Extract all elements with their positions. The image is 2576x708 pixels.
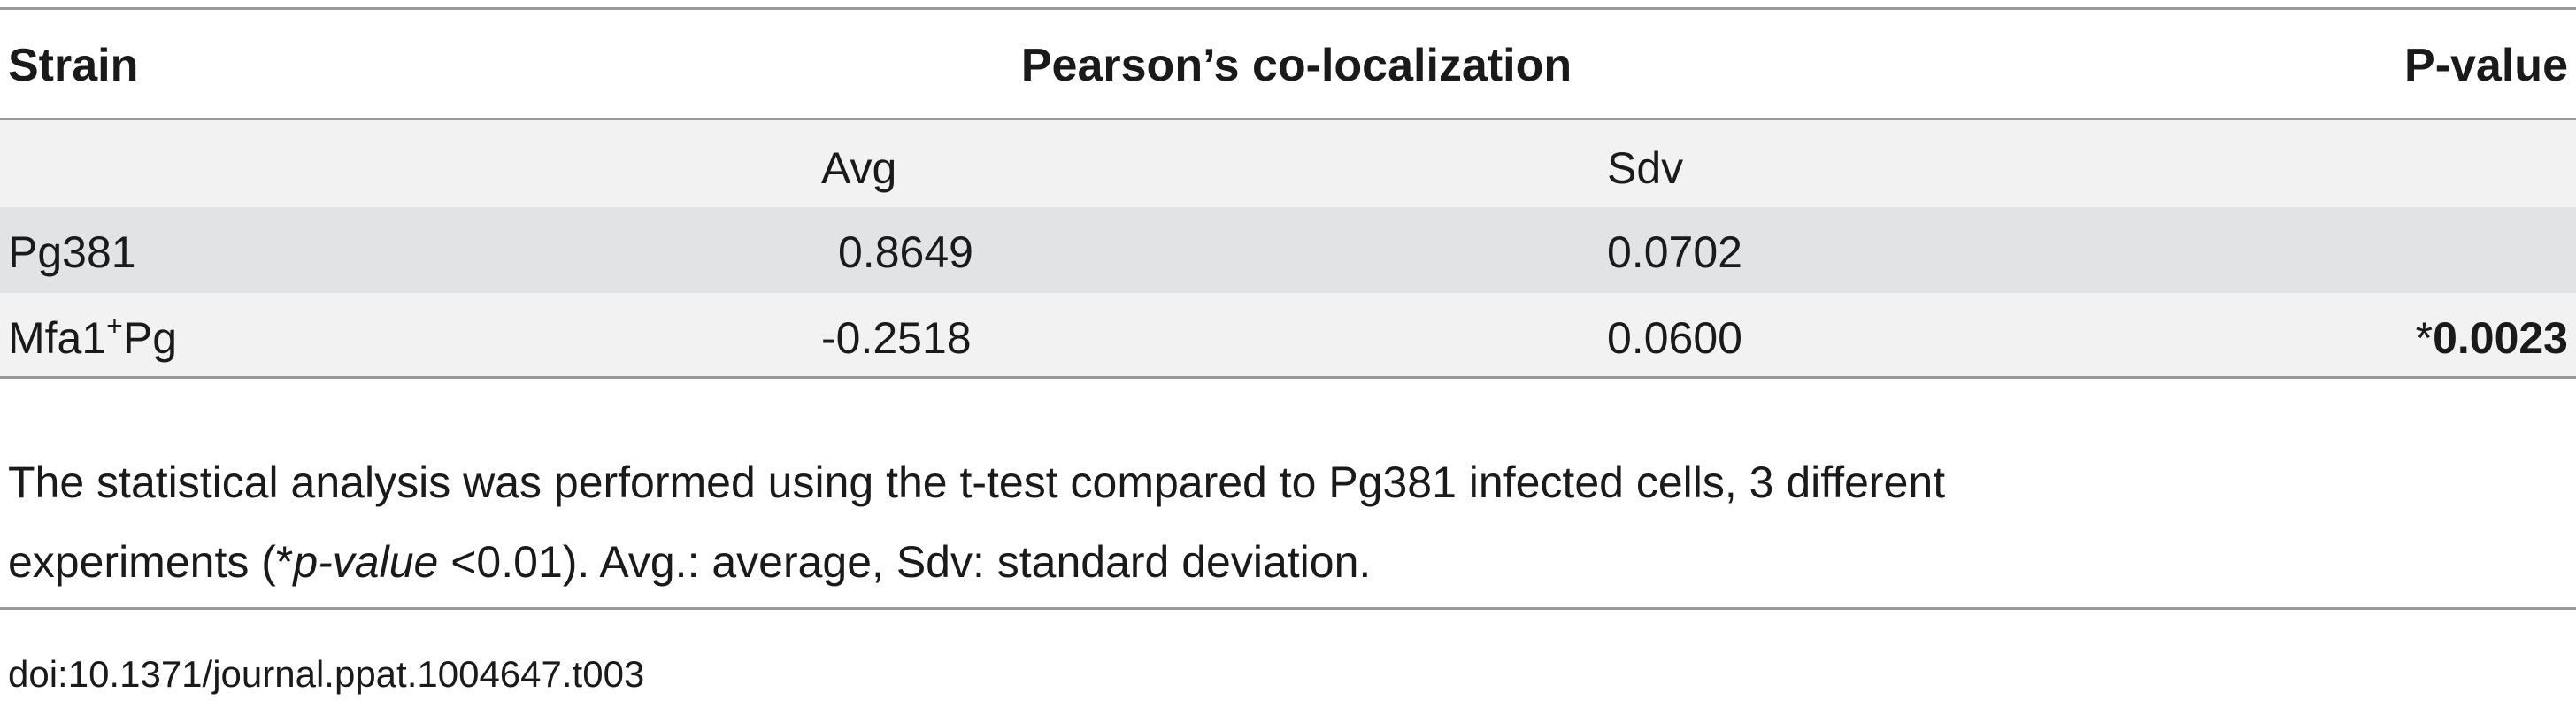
footnote-italic: p-value — [293, 537, 439, 587]
footnote-text: experiments (* — [8, 537, 294, 587]
doi: doi:10.1371/journal.ppat.1004647.t003 — [8, 653, 645, 695]
strain-text: Pg — [122, 313, 178, 363]
header-pvalue: P-value — [2404, 40, 2568, 91]
asterisk: * — [2415, 313, 2434, 363]
doi-rule — [0, 607, 2576, 610]
row-band — [0, 293, 2576, 377]
header-rule — [0, 118, 2576, 120]
superscript: + — [106, 310, 123, 342]
strain-text: Pg381 — [8, 227, 136, 277]
pvalue-cell: *0.0023 — [2416, 312, 2568, 365]
strain-cell: Mfa1+Pg — [8, 312, 177, 365]
subheader-row — [0, 120, 2576, 207]
footnote-text: The statistical analysis was performed u… — [8, 458, 1946, 507]
footnote: The statistical analysis was performed u… — [8, 442, 1945, 602]
header-strain: Strain — [8, 40, 139, 91]
header-pearson: Pearson’s co-localization — [1020, 40, 1573, 91]
avg-cell: -0.2518 — [821, 313, 972, 363]
subheader-avg: Avg — [821, 143, 897, 193]
row-band — [0, 207, 2576, 293]
footnote-text: <0.01). Avg.: average, Sdv: standard dev… — [438, 537, 1372, 587]
bottom-rule — [0, 376, 2576, 379]
pvalue-number: 0.0023 — [2433, 313, 2568, 363]
avg-cell: 0.8649 — [838, 227, 973, 277]
sdv-cell: 0.0600 — [1607, 313, 1742, 363]
top-rule — [0, 7, 2576, 10]
sdv-cell: 0.0702 — [1607, 227, 1742, 277]
strain-text: Mfa1 — [8, 313, 107, 363]
subheader-sdv: Sdv — [1607, 143, 1684, 193]
strain-cell: Pg381 — [8, 226, 136, 279]
